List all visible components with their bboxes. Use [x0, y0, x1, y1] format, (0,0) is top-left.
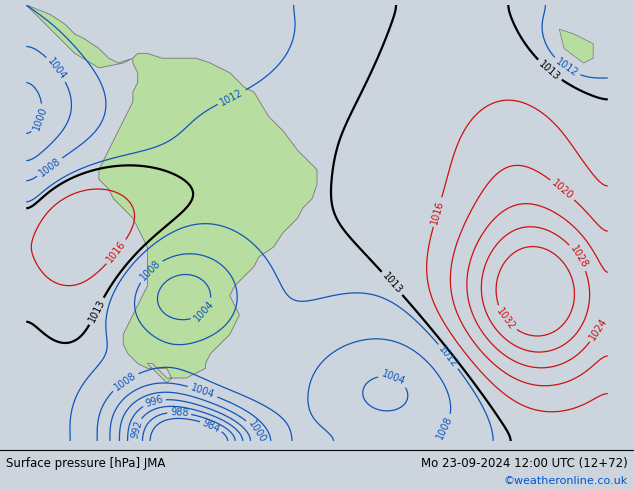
Text: 1012: 1012: [553, 56, 579, 79]
Text: 1008: 1008: [37, 156, 62, 178]
Text: 984: 984: [201, 417, 222, 434]
Text: 1016: 1016: [429, 199, 446, 225]
Text: 1024: 1024: [587, 316, 609, 342]
Text: 1012: 1012: [437, 343, 460, 369]
Text: 996: 996: [144, 394, 164, 409]
Text: 1004: 1004: [380, 369, 407, 387]
Polygon shape: [559, 29, 593, 63]
Text: Surface pressure [hPa] JMA: Surface pressure [hPa] JMA: [6, 457, 165, 469]
Text: 1000: 1000: [31, 105, 49, 132]
Text: ©weatheronline.co.uk: ©weatheronline.co.uk: [503, 476, 628, 486]
Text: 1020: 1020: [550, 178, 575, 201]
Polygon shape: [26, 5, 133, 68]
Text: 1004: 1004: [46, 56, 68, 82]
Text: 1008: 1008: [138, 258, 162, 283]
Polygon shape: [99, 53, 317, 383]
Text: 1004: 1004: [192, 299, 216, 323]
Text: 1008: 1008: [435, 415, 454, 441]
Text: 1032: 1032: [495, 306, 517, 332]
Text: 1013: 1013: [86, 298, 107, 324]
Text: 1028: 1028: [568, 244, 590, 270]
Text: Mo 23-09-2024 12:00 UTC (12+72): Mo 23-09-2024 12:00 UTC (12+72): [421, 457, 628, 469]
Text: 1000: 1000: [246, 419, 268, 445]
Text: 1008: 1008: [112, 370, 138, 392]
Text: 1016: 1016: [105, 239, 128, 265]
Text: 988: 988: [170, 407, 189, 418]
Text: 992: 992: [129, 419, 144, 440]
Text: 1013: 1013: [537, 58, 562, 82]
Text: 1013: 1013: [380, 271, 404, 296]
Text: 1012: 1012: [219, 87, 245, 107]
Text: 1004: 1004: [190, 383, 216, 400]
